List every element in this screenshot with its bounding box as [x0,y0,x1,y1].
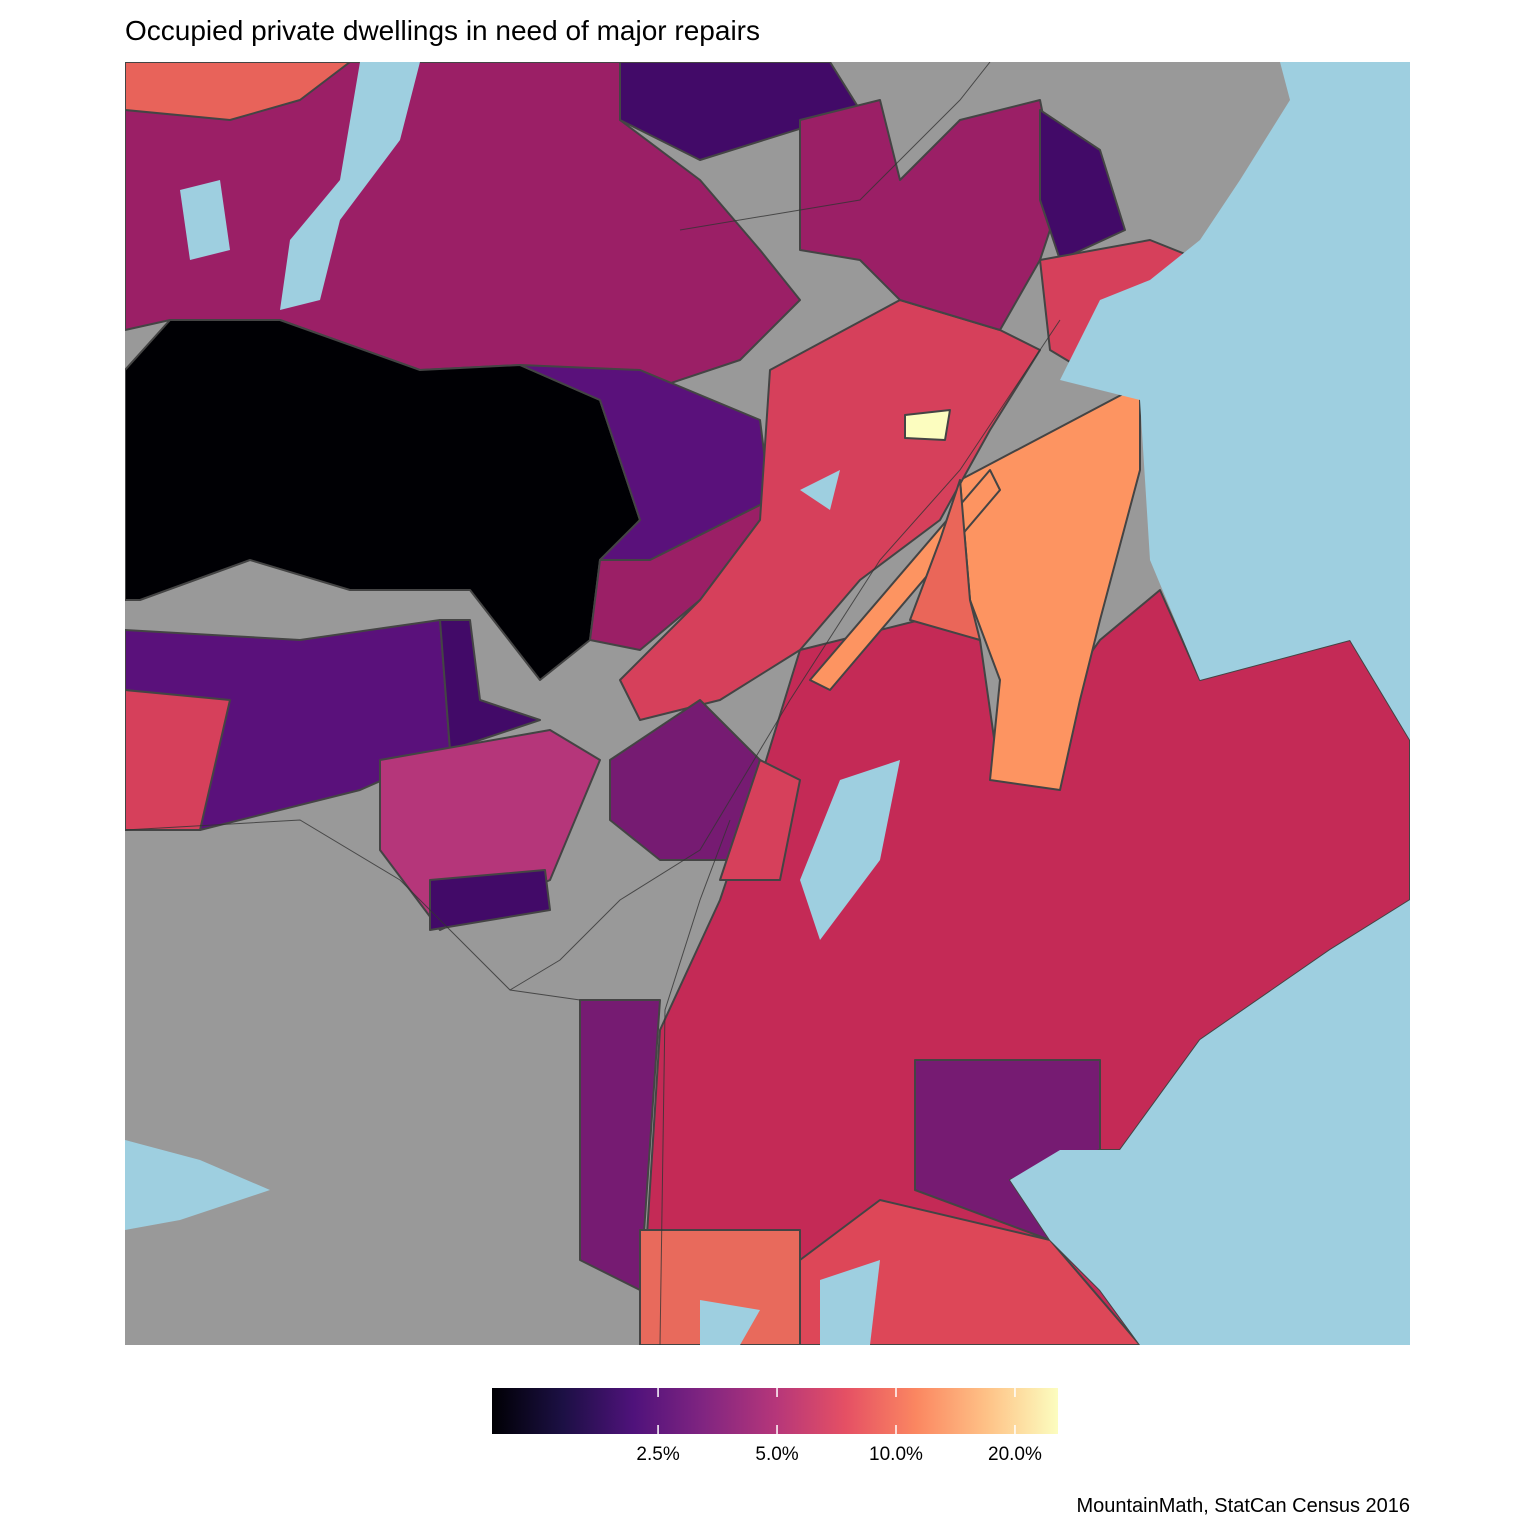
region [959,384,1141,791]
water [820,1260,880,1345]
water [180,180,230,260]
colorbar [492,1388,1058,1434]
water [800,470,840,510]
region [719,759,801,881]
region [904,409,951,441]
region [125,689,231,831]
road [659,819,731,1345]
road [679,62,991,231]
colorbar-label: 5.0% [755,1444,798,1465]
region [909,479,981,641]
road [125,819,581,1001]
road [509,319,1061,991]
region [439,619,541,751]
region [125,62,351,121]
water [1060,62,1410,740]
region [429,869,551,931]
water [280,62,420,310]
colorbar-label: 10.0% [869,1444,923,1465]
colorbar-label: 20.0% [988,1444,1042,1465]
region [799,1199,1141,1345]
water [700,1300,760,1345]
map [125,62,1410,1345]
water [125,1140,270,1230]
title: Occupied private dwellings in need of ma… [125,15,760,46]
caption: MountainMath, StatCan Census 2016 [1076,1495,1410,1517]
region [639,1229,801,1345]
region [619,62,861,161]
region [1039,109,1126,261]
colorbar-label: 2.5% [636,1444,679,1465]
water [800,760,900,940]
water [1010,900,1410,1345]
